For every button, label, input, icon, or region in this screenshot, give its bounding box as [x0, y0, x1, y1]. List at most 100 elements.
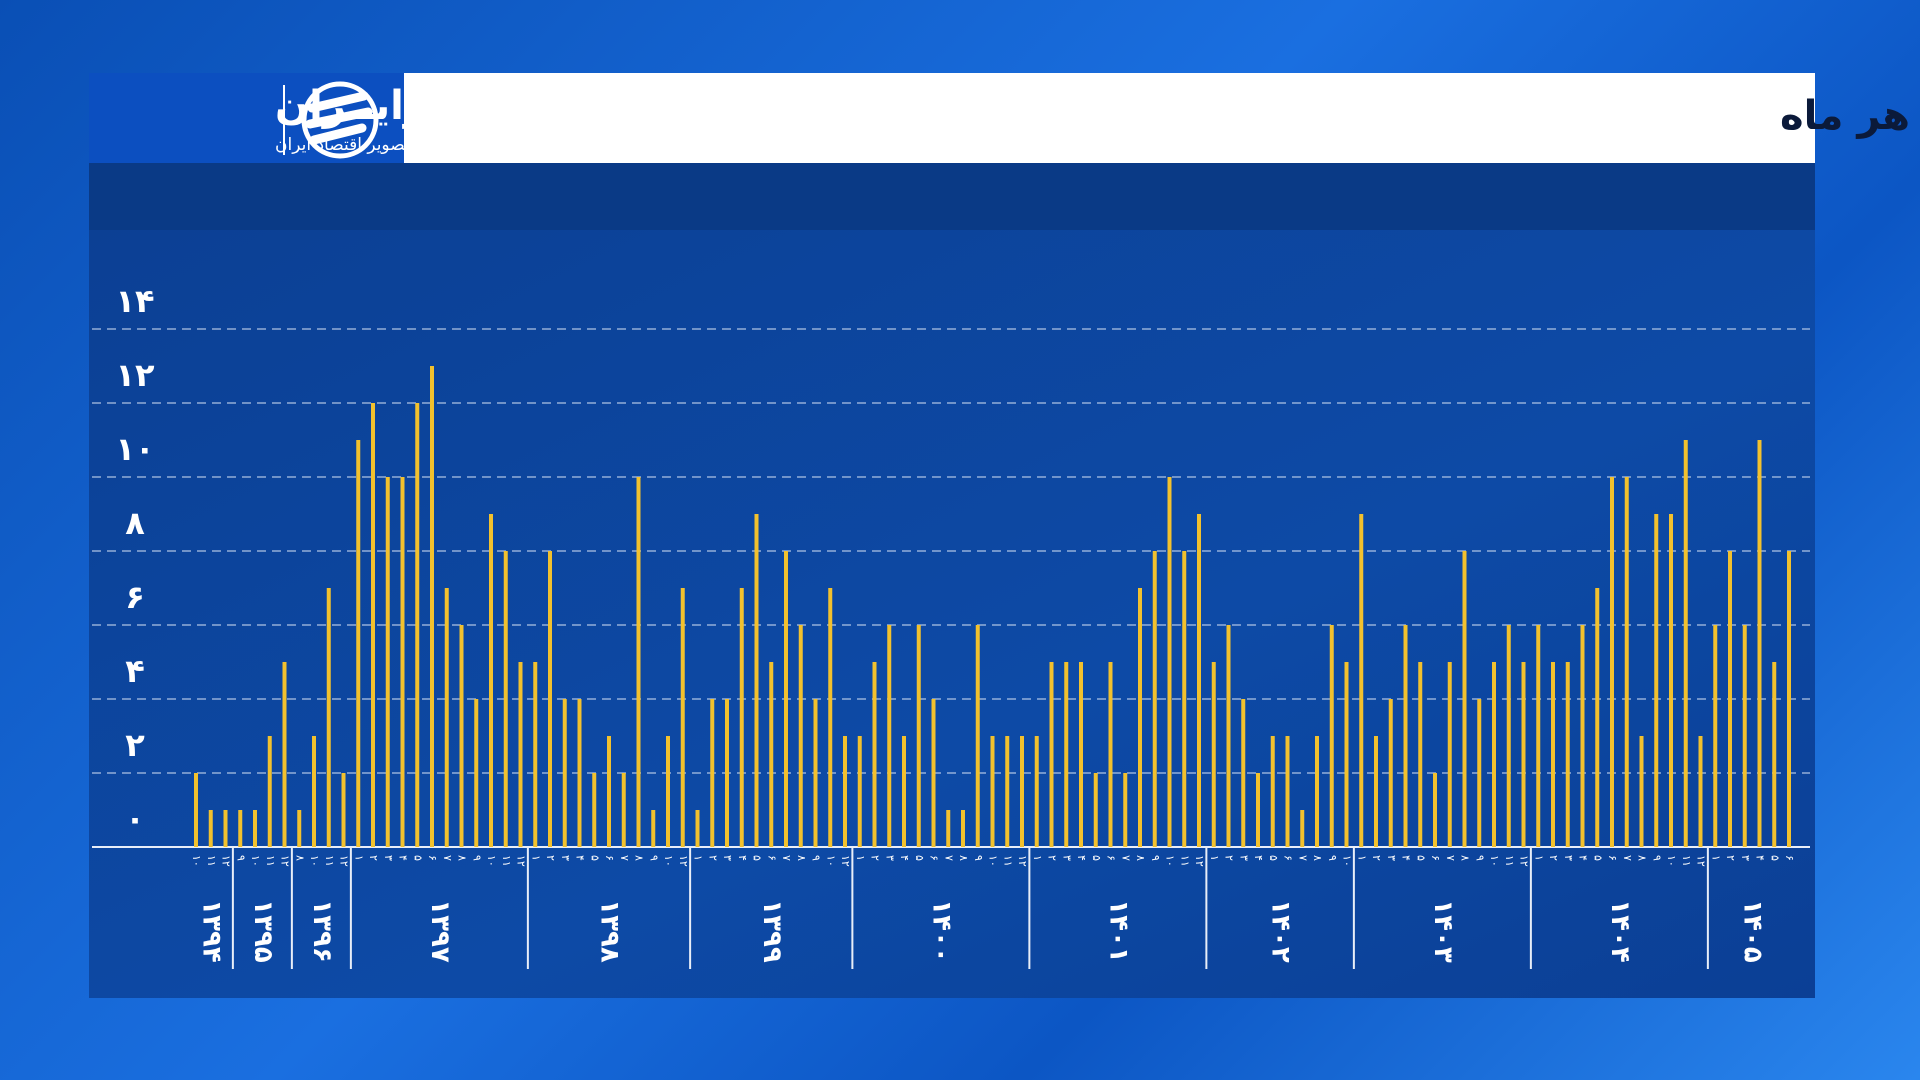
month-label: ۱۱ [1503, 855, 1516, 867]
year-label: ۱۳۹۴ [196, 899, 226, 962]
bar [1654, 514, 1659, 847]
bar [1698, 736, 1703, 847]
bar [208, 810, 213, 847]
bar [459, 625, 464, 847]
bar [1757, 440, 1762, 847]
y-tick-label: ۶ [125, 578, 145, 616]
month-label: ۵ [1768, 855, 1781, 861]
month-label: ۷ [1621, 855, 1634, 861]
bar [1551, 662, 1555, 847]
bar [1374, 736, 1378, 847]
bar [798, 625, 803, 847]
bar [1624, 477, 1629, 847]
bar [1138, 588, 1142, 847]
bar [754, 514, 759, 847]
month-label: ۱ [1709, 855, 1722, 861]
month-label: ۱۲ [1695, 855, 1708, 867]
bar [400, 477, 405, 847]
month-label: ۸ [1459, 855, 1472, 861]
month-label: ۲ [367, 855, 380, 861]
month-label: ۲ [1223, 855, 1236, 861]
year-label: ۱۴۰۲ [1266, 899, 1296, 963]
bar [695, 810, 700, 847]
bar [1064, 662, 1069, 847]
month-label: ۹ [1326, 855, 1339, 861]
month-label: ۱۱ [1001, 855, 1014, 867]
bar [1211, 662, 1216, 847]
bar [1477, 699, 1482, 847]
month-label: ۳ [1562, 855, 1575, 861]
month-label: ۴ [736, 855, 749, 861]
month-label: ۹ [810, 855, 823, 861]
month-label: ۸ [633, 855, 646, 861]
bar [1506, 625, 1511, 847]
bar [1020, 736, 1024, 847]
month-label: ۱۲ [1016, 855, 1029, 867]
month-label: ۱۰ [308, 855, 321, 867]
bar [636, 477, 641, 847]
bar [1403, 625, 1408, 847]
bar [282, 662, 287, 847]
bar [1565, 662, 1570, 847]
bar [1492, 662, 1496, 847]
bar [975, 625, 980, 847]
month-label: ۹ [647, 855, 660, 861]
bar [1285, 736, 1290, 847]
month-label: ۱ [692, 855, 705, 861]
month-label: ۶ [1429, 855, 1442, 861]
month-label: ۱۱ [205, 855, 218, 867]
month-label: ۱۲ [338, 855, 351, 867]
month-label: ۲ [1046, 855, 1059, 861]
month-label: ۶ [1783, 855, 1796, 861]
bar [297, 810, 302, 847]
chart-title: تعداد رشدهای روزانه بالای یک درصد نرخ دل… [1780, 93, 1920, 139]
bar [1079, 662, 1083, 847]
bar [666, 736, 670, 847]
month-label: ۱۱ [323, 855, 336, 867]
month-label: ۱ [1208, 855, 1221, 861]
bar [1329, 625, 1334, 847]
bar [813, 699, 818, 847]
month-label: ۱ [352, 855, 365, 861]
bar [474, 699, 479, 847]
bar [489, 514, 493, 847]
month-label: ۷ [1296, 855, 1309, 861]
y-tick-label: ۰ [125, 800, 145, 838]
month-label: ۱۱ [1178, 855, 1191, 867]
year-label: ۱۴۰۱ [1103, 899, 1133, 962]
panel-strip [89, 163, 1815, 230]
title-box [404, 73, 1815, 163]
month-label: ۲ [1370, 855, 1383, 861]
bar [843, 736, 847, 847]
month-label: ۳ [1739, 855, 1752, 861]
y-tick-label: ۱۲ [115, 356, 155, 394]
month-label: ۶ [1606, 855, 1619, 861]
bar [784, 551, 788, 847]
month-label: ۷ [780, 855, 793, 861]
year-label: ۱۴۰۴ [1605, 899, 1635, 962]
year-label: ۱۴۰۰ [926, 899, 956, 962]
bar [607, 736, 611, 847]
month-label: ۱۲ [279, 855, 292, 867]
month-label: ۱۰ [1341, 855, 1354, 867]
month-label: ۲ [1547, 855, 1560, 861]
bar [1447, 662, 1452, 847]
bar [1580, 625, 1585, 847]
year-label: ۱۴۰۳ [1428, 899, 1458, 963]
month-label: ۱ [854, 855, 867, 861]
year-label: ۱۳۹۷ [425, 899, 455, 963]
logo-tagline: تصویر اقتصاد ایران [275, 135, 410, 155]
month-label: ۷ [1119, 855, 1132, 861]
month-label: ۴ [898, 855, 911, 861]
bar [887, 625, 892, 847]
month-label: ۵ [913, 855, 926, 861]
bar [1742, 625, 1747, 847]
bar [194, 773, 198, 847]
month-label: ۵ [1591, 855, 1604, 861]
bar [1197, 514, 1201, 847]
bar [739, 588, 744, 847]
month-label: ۴ [1577, 855, 1590, 861]
bar [356, 440, 361, 847]
year-label: ۱۳۹۸ [595, 899, 625, 963]
